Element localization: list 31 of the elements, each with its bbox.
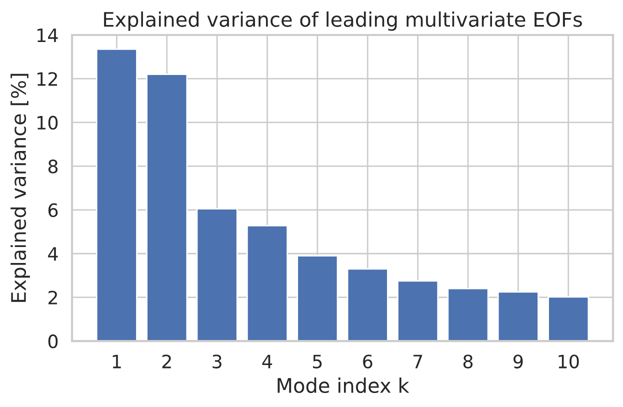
bar [196, 208, 238, 342]
x-tick-label: 6 [363, 354, 372, 368]
bar [296, 255, 338, 342]
x-axis-title: Mode index k [278, 378, 410, 394]
x-tick-label: 7 [413, 354, 422, 368]
x-tick-label: 10 [558, 354, 579, 368]
bar [346, 268, 388, 342]
y-tick-label: 14 [38, 28, 58, 42]
y-tick-label: 4 [48, 247, 58, 261]
x-tick-label: 2 [162, 354, 171, 368]
bar [96, 48, 138, 342]
y-tick-label: 10 [38, 116, 58, 130]
y-tick-label: 0 [48, 334, 58, 348]
x-tick-label: 3 [212, 354, 222, 368]
chart-title: Explained variance of leading multivariate EOFs [104, 11, 582, 31]
x-tick-label: 9 [514, 354, 523, 368]
y-tick-label: 8 [48, 160, 58, 174]
y-tick-label: 6 [48, 203, 58, 218]
y-tick-label: 2 [48, 290, 57, 304]
y-tick-label: 12 [38, 72, 57, 86]
bar [548, 296, 590, 342]
bar [447, 288, 489, 342]
bar [397, 280, 439, 342]
bar [246, 224, 288, 342]
y-axis-title: Explained variance [%] [10, 74, 30, 302]
bar [497, 291, 539, 342]
x-tick-label: 8 [463, 354, 473, 368]
x-tick-label: 5 [313, 354, 322, 368]
bar [146, 74, 188, 342]
x-tick-label: 1 [112, 354, 121, 368]
x-tick-label: 4 [262, 354, 272, 368]
